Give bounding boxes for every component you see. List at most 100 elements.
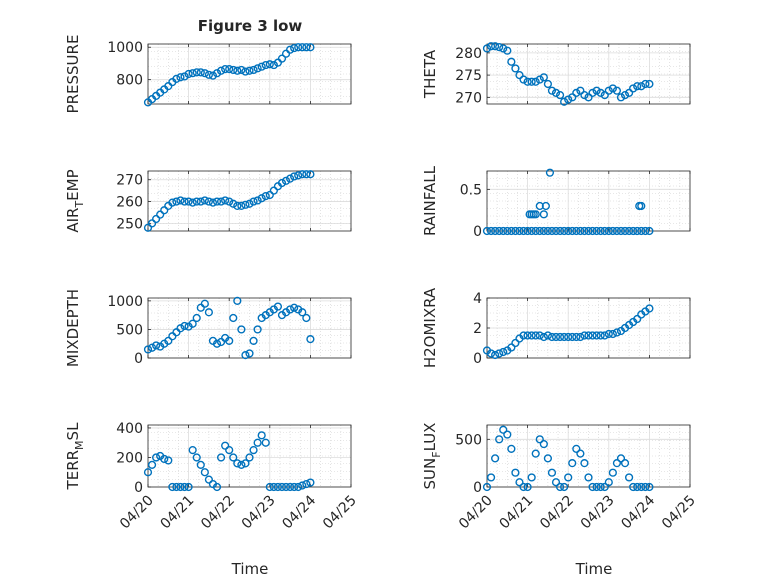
pressure-data-point [212,69,222,78]
theta-data-point [576,86,585,95]
theta-data-point [519,75,528,84]
pressure-data-point [290,43,299,53]
air-temp-data-point [298,170,307,179]
sun-flux-x-tick-label: 04/25 [659,493,699,533]
mixdepth-data-point [188,319,197,328]
terr-msl-data-point [257,431,266,440]
sun-flux-x-tick-label: 04/21 [497,493,537,533]
theta-data-point [491,42,500,51]
theta-data-point [486,42,496,51]
mixdepth-data-point [143,345,153,354]
mixdepth-data-point [196,303,205,312]
sun-flux-data-point [523,482,532,492]
mixdepth-data-point [164,336,173,345]
terr-msl-panel: 0 200 400 TERRMSL 04/20 04/21 04/22 04/23 04/24 0… [64,421,360,532]
terr-msl-data-point [269,482,278,492]
rainfall-data-point [564,226,573,236]
rainfall-data-point [596,226,605,236]
air-temp-data-point [196,197,205,206]
terr-msl-data-point [160,454,169,464]
rainfall-data-point [600,226,609,236]
theta-data-point [608,84,617,93]
pressure-data-point [237,65,246,75]
pressure-data-point [188,69,197,78]
rainfall-data-point [568,226,577,236]
theta-data-point [588,88,597,97]
rainfall-data-point [541,201,550,211]
air-temp-data-point [257,194,266,203]
pressure-data-point [277,54,287,63]
sun-flux-data-point [572,444,581,453]
terr-msl-axes-box [147,424,352,488]
mixdepth-data-point [172,328,181,337]
h2omixra-data-point [523,331,532,340]
terr-msl-data-point [216,453,226,462]
h2omixra-data-point [600,331,609,340]
rainfall-data-point [503,226,512,236]
terr-msl-data-point [241,459,250,468]
terr-msl-data-point [172,482,181,492]
sun-flux-x-tick-label: 04/20 [456,493,496,533]
h2omixra-data-point [604,329,613,339]
mixdepth-data-point [147,343,157,352]
sun-flux-data-point [515,478,524,487]
h2omixra-data-point [539,332,548,342]
theta-data-point [596,88,605,97]
terr-msl-data-point [290,482,299,492]
h2omixra-data-point [592,331,601,340]
air-temp-data-point [294,171,303,180]
air-temp-data-point [241,200,250,209]
terr-msl-data-point [286,482,295,492]
sun-flux-data-point [511,468,520,477]
sun-flux-data-point [629,482,638,492]
sun-flux-x-tick-label: 04/24 [618,492,658,532]
rainfall-data-point [645,226,654,236]
rainfall-data-point [531,226,540,236]
mixdepth-data-point [290,303,299,312]
mixdepth-data-point [241,351,250,360]
air-temp-data-point [200,196,209,205]
h2omixra-y-axis-label: H2OMIXRA [421,287,439,368]
pressure-data-point [265,60,274,69]
rainfall-data-point [629,226,638,236]
air-temp-data-point [192,197,201,206]
sun-flux-data-point [588,482,597,492]
terr-msl-data-point [188,445,197,455]
rainfall-data-point [560,226,569,236]
terr-msl-data-point [302,479,311,489]
sun-flux-y-axis-label: SUNFLUX [421,423,443,490]
terr-msl-data-point [294,482,303,492]
rainfall-data-point [576,226,585,236]
theta-data-point [482,44,492,53]
rainfall-data-point [592,226,601,236]
rainfall-data-point [572,226,581,236]
terr-msl-x-tick-label: 04/25 [320,493,360,533]
terr-msl-data-point [245,453,254,462]
air-temp-data-point [180,197,189,206]
theta-y-tick-label: 280 [455,46,482,62]
theta-y-axis-label: THETA [421,49,439,99]
sun-flux-data-point [535,435,544,444]
h2omixra-y-tick-label: 2 [473,321,482,337]
air-temp-data-point [237,201,246,211]
mixdepth-data-point [229,313,238,323]
terr-msl-data-point [273,482,283,492]
theta-data-point [612,86,622,95]
rainfall-data-point [499,226,508,236]
pressure-data-point [164,82,173,91]
rainfall-data-point [545,168,555,177]
pressure-data-point [184,69,193,79]
h2omixra-data-point [547,332,557,342]
theta-data-point [531,77,540,86]
h2omixra-data-point [576,332,585,342]
pressure-data-point [208,71,218,80]
sun-flux-data-point [637,482,646,492]
sun-flux-data-point [604,478,613,487]
theta-data-point [539,73,548,82]
h2omixra-data-point [633,314,642,324]
theta-data-point [507,57,516,66]
air-temp-data-point [143,223,153,232]
rainfall-panel: 0 0.5 RAINFALL [421,165,691,240]
rainfall-data-point [539,226,548,236]
air-temp-data-point [160,206,169,215]
